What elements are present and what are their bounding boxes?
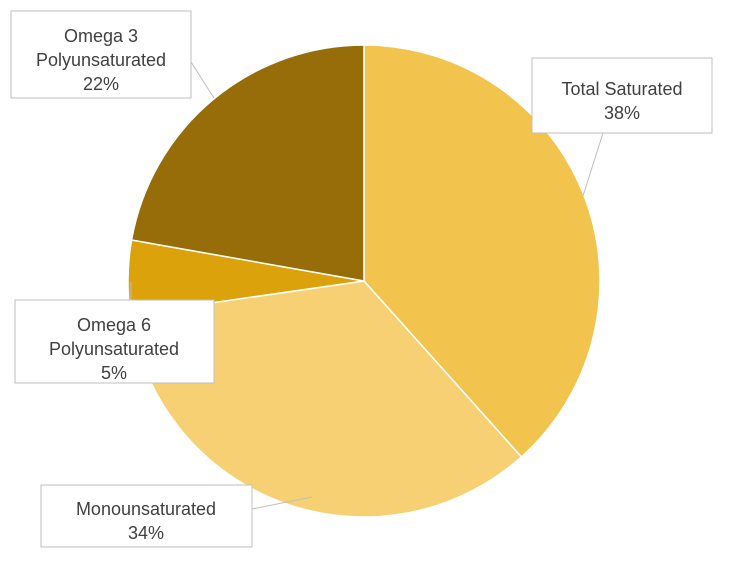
callout-omega-3-polyunsaturated: Omega 3 Polyunsaturated 22%: [10, 10, 192, 99]
data-callouts: Total Saturated 38% Monounsaturated 34% Omeg…: [10, 10, 713, 548]
pie-slice-omega-3-polyunsaturated: [130, 44, 365, 282]
callout-box-monounsaturated: [40, 484, 253, 548]
data-label-value: 38%: [604, 103, 640, 123]
leader-line-total-saturated: [582, 132, 604, 197]
data-label-value: 5%: [101, 363, 127, 383]
pie-slice-total-saturated: [363, 44, 601, 458]
callout-total-saturated: Total Saturated 38%: [531, 57, 713, 134]
pie-slices: [127, 44, 601, 518]
data-label-category: Omega 6: [77, 315, 151, 335]
data-label-category: Omega 3: [64, 26, 138, 46]
callout-box-omega-3-polyunsaturated: [10, 10, 192, 99]
data-label-category: Monounsaturated: [76, 499, 216, 519]
data-label-category: Polyunsaturated: [49, 339, 179, 359]
data-label-value: 34%: [128, 523, 164, 543]
callout-box-omega-6-polyunsaturated: [14, 299, 215, 384]
data-label-category: Total Saturated: [561, 79, 682, 99]
callout-omega-6-polyunsaturated: Omega 6 Polyunsaturated 5%: [14, 299, 215, 384]
data-label-category: Polyunsaturated: [36, 50, 166, 70]
callout-leader-lines: [130, 61, 604, 510]
leader-line-monounsaturated: [251, 496, 313, 510]
callout-box-total-saturated: [531, 57, 713, 134]
leader-line-omega-3-polyunsaturated: [190, 61, 215, 99]
data-label-value: 22%: [83, 74, 119, 94]
callout-monounsaturated: Monounsaturated 34%: [40, 484, 253, 548]
